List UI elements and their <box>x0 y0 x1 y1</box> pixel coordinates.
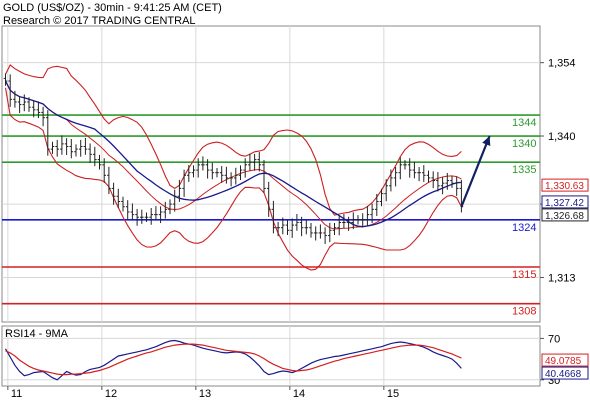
price-tag-box <box>541 195 589 209</box>
level-label: 1308 <box>512 306 536 318</box>
lower-band <box>4 87 462 271</box>
rsi-series-line <box>5 343 462 376</box>
upper-band <box>5 64 462 216</box>
level-label: 1344 <box>512 117 536 129</box>
x-tick-label: 15 <box>387 388 399 400</box>
rsi-tag-label: 40.4668 <box>545 369 582 380</box>
rsi-tag-box <box>541 353 589 367</box>
middle-band <box>5 80 462 230</box>
rsi-panel-title: RSI14 - 9MA <box>5 328 69 340</box>
y-tick-label: 1,313 <box>548 272 576 284</box>
x-tick-label: 14 <box>293 388 305 400</box>
rsi-tag-label: 49.0785 <box>545 356 582 367</box>
chart-subtitle: Research © 2017 TRADING CENTRAL <box>3 15 196 27</box>
level-label: 1315 <box>512 269 536 281</box>
y-tick-label: 1,354 <box>548 58 576 70</box>
level-label: 1324 <box>512 222 536 234</box>
chart-title: GOLD (US$/OZ) - 30min - 9:41:25 AM (CET) <box>3 2 222 14</box>
x-tick-label: 11 <box>11 388 22 400</box>
price-panel-frame <box>1 25 541 323</box>
x-tick-label: 13 <box>199 388 211 400</box>
projection-arrow-line <box>460 135 491 208</box>
y-tick-label: 1,340 <box>548 131 576 143</box>
projection-arrow-head <box>482 136 491 146</box>
price-tag-label: 1,330.63 <box>545 181 584 192</box>
x-tick-label: 12 <box>105 388 117 400</box>
rsi-y-tick-label: 70 <box>548 333 560 345</box>
level-label: 1335 <box>512 164 536 176</box>
moving-average <box>4 80 462 228</box>
price-tag-label: 1,326.68 <box>545 211 584 222</box>
rsi-tag-box <box>541 366 589 380</box>
rsi-panel-frame <box>1 325 541 387</box>
level-label: 1340 <box>512 138 536 150</box>
price-tag-label: 1,327.42 <box>545 198 584 209</box>
price-tag-box <box>541 208 589 222</box>
price-tag-box <box>541 178 589 192</box>
